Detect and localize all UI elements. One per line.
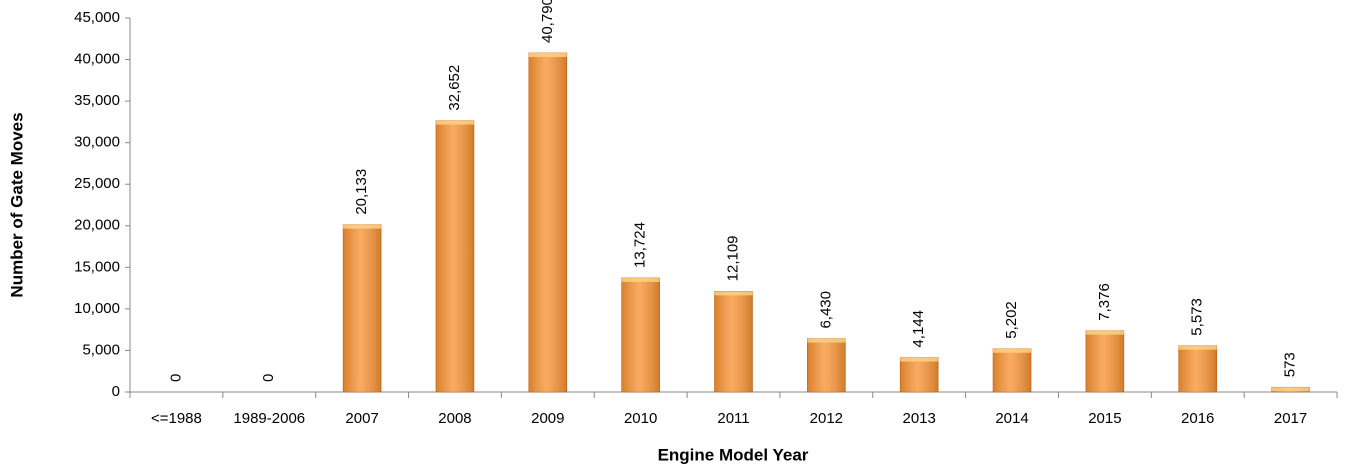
bar-cap [343,224,382,229]
value-label: 12,109 [724,235,741,281]
bar-shine [343,224,382,392]
bar-cap [807,338,846,343]
y-tick-label: 25,000 [74,175,120,192]
value-label: 20,133 [353,169,370,215]
y-tick-label: 40,000 [74,51,120,68]
bar-cap [1178,345,1217,350]
y-tick-label: 45,000 [74,9,120,26]
y-tick-label: 30,000 [74,134,120,151]
x-tick-label: 2008 [438,410,471,427]
bar-shine [528,52,567,392]
value-label: 13,724 [632,222,649,268]
x-tick-label: 2013 [903,410,936,427]
y-tick-label: 35,000 [74,92,120,109]
value-label: 7,376 [1096,283,1113,321]
value-label: 4,144 [910,310,927,348]
value-label: 5,573 [1189,298,1206,336]
bar-cap [435,120,474,125]
bar-cap [714,291,753,296]
y-tick-label: 20,000 [74,217,120,234]
x-axis-title: Engine Model Year [658,445,809,464]
bar-cap [528,52,567,57]
y-axis-title: Number of Gate Moves [7,112,26,297]
x-tick-label: 2010 [624,410,657,427]
value-label: 6,430 [817,291,834,329]
value-label: 5,202 [1003,301,1020,339]
x-tick-label: 2007 [345,410,378,427]
bar-cap [621,277,660,282]
x-tick-label: 2014 [995,410,1028,427]
x-tick-label: 2011 [717,410,749,427]
value-label: 0 [260,374,277,382]
value-label: 40,790 [539,0,556,43]
y-tick-label: 10,000 [74,300,120,317]
bar-shine [993,348,1032,392]
value-label: 0 [167,374,184,382]
y-tick-label: 15,000 [74,258,120,275]
bar-cap [1085,330,1124,335]
y-tick-label: 5,000 [82,341,120,358]
bar-shine [435,120,474,392]
x-tick-label: 2012 [810,410,843,427]
bar-shine [1085,330,1124,392]
bar-shine [900,357,939,392]
x-tick-label: 1989-2006 [233,410,305,427]
value-label: 32,652 [446,65,463,111]
bar-cap [1271,387,1310,392]
x-tick-label: 2016 [1181,410,1214,427]
bar-cap [993,348,1032,353]
x-tick-label: 2017 [1274,410,1307,427]
bar-shine [714,291,753,392]
bar-cap [900,357,939,362]
bar-shine [621,277,660,392]
value-label: 573 [1282,352,1299,377]
bar-shine [1178,345,1217,392]
bar-shine [807,338,846,392]
x-tick-label: 2015 [1088,410,1121,427]
y-tick-label: 0 [112,383,120,400]
x-tick-label: 2009 [531,410,564,427]
x-tick-label: <=1988 [151,410,202,427]
